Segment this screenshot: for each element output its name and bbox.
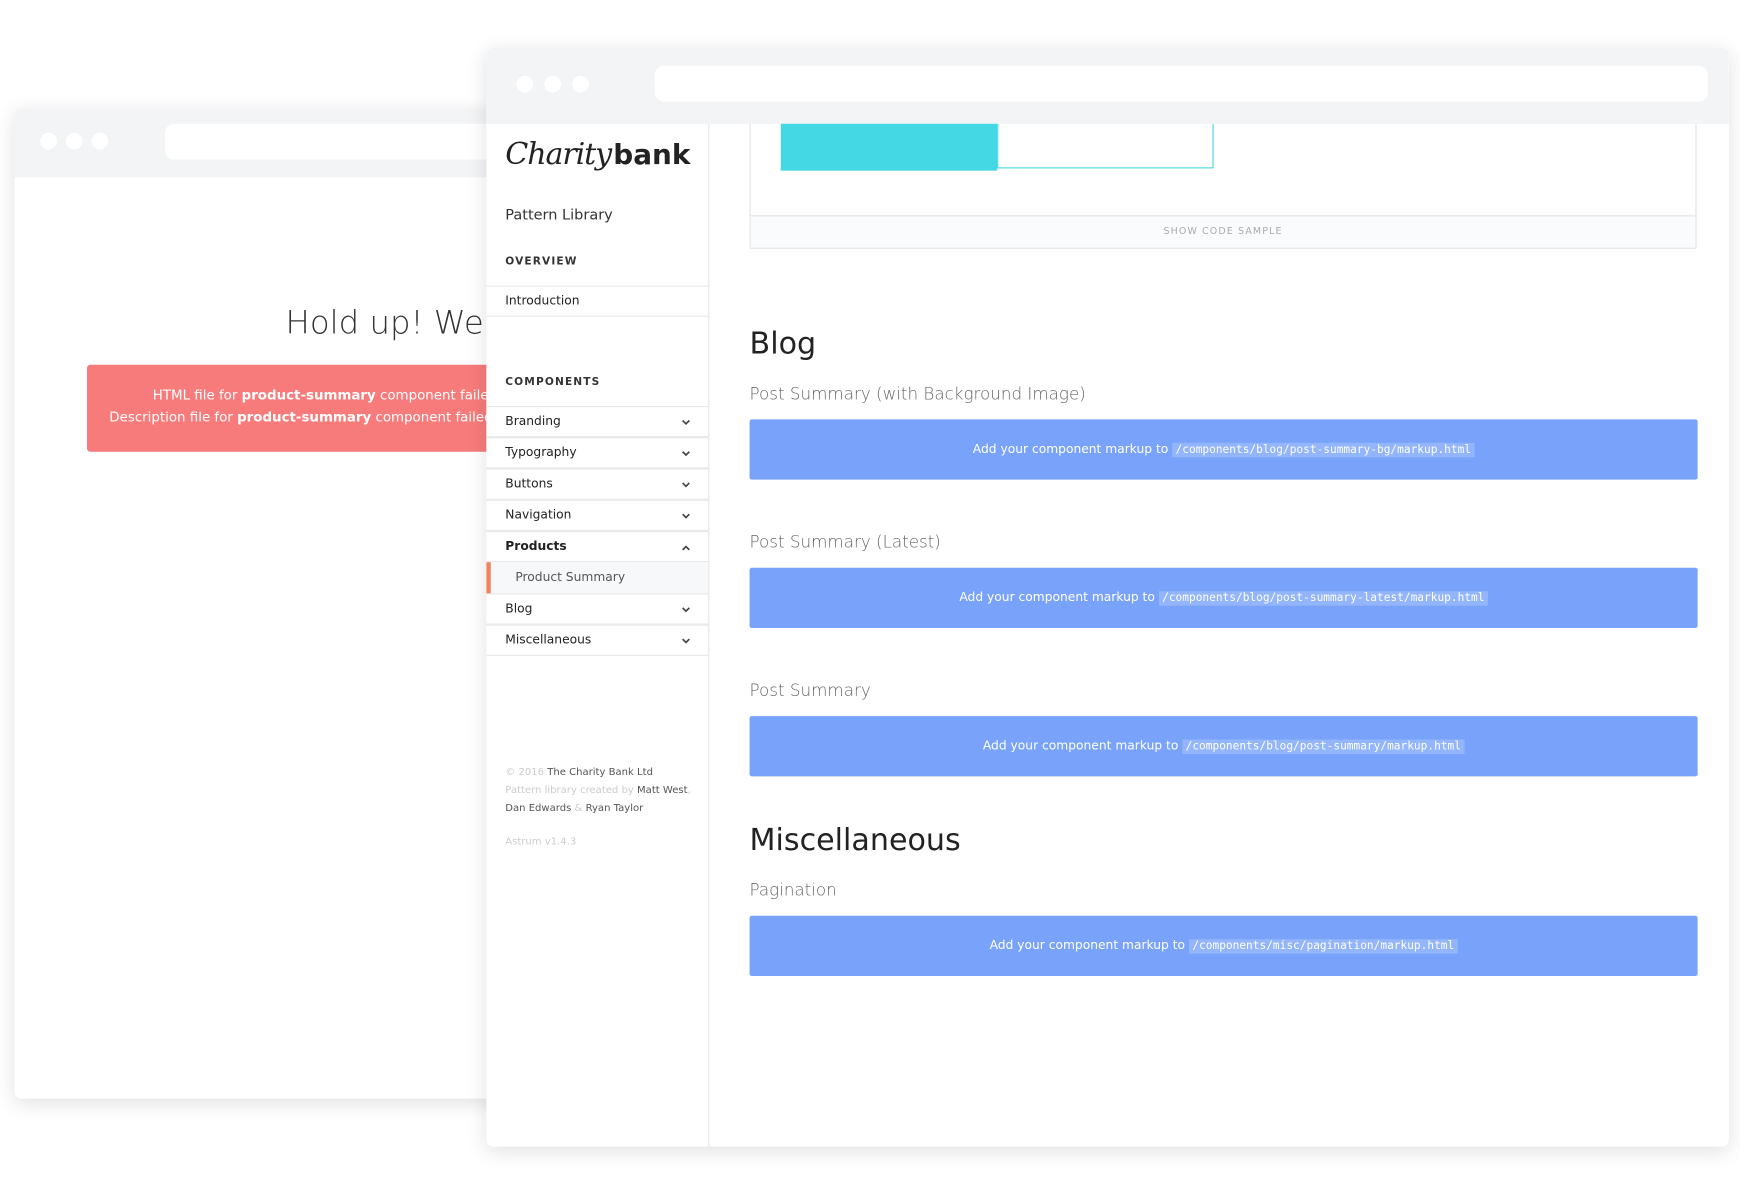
placeholder-prompt: Add your component markup to	[972, 441, 1169, 457]
nav-label: Typography	[505, 445, 577, 460]
placeholder-path: /components/blog/post-summary-latest/mar…	[1158, 591, 1488, 606]
placeholder-box: Add your component markup to /components…	[749, 716, 1698, 777]
error-line: HTML file for product-summary component …	[153, 387, 531, 403]
component-name: Post Summary (with Background Image)	[749, 383, 1086, 404]
logo-script: Charity	[505, 137, 612, 172]
version: Astrum v1.4.3	[505, 836, 577, 848]
window-dot	[91, 132, 109, 150]
error-prefix: HTML file for	[152, 387, 242, 403]
nav-label: Introduction	[505, 293, 580, 308]
group-heading: Blog	[749, 326, 817, 362]
title-bar	[486, 47, 1729, 124]
component-name: Post Summary	[749, 680, 871, 701]
chevron-line	[682, 451, 690, 457]
nav-label: Products	[505, 538, 567, 554]
example-card: FIND OUT MORESHOW CODE SAMPLE	[749, 112, 1697, 249]
nav-label: Blog	[505, 601, 533, 616]
footer-line: © 2016 The Charity Bank Ltd	[505, 767, 653, 778]
logo-bold: bank	[613, 138, 691, 171]
footer-line: Pattern library created by Matt West,	[505, 785, 691, 796]
chevron-line	[682, 638, 690, 644]
chevron	[682, 545, 690, 551]
main-content: FIND OUT MORESHOW CODE SAMPLE Blog Post Su…	[709, 112, 1728, 1147]
window-dot	[572, 75, 589, 93]
component-name: Pagination	[749, 880, 837, 901]
footer-line: Dan Edwards & Ryan Taylor	[505, 803, 643, 814]
nav-item[interactable]: Typography	[486, 437, 709, 469]
nav-item[interactable]: Branding	[486, 406, 709, 438]
placeholder-prompt: Add your component markup to	[989, 938, 1186, 953]
chevron-line	[682, 482, 690, 488]
chevron	[682, 513, 690, 519]
footer-text: Matt West	[637, 785, 688, 797]
placeholder-prompt: Add your component markup to	[959, 590, 1155, 605]
footer-text: Pattern library created by	[505, 785, 638, 797]
chevron-line	[682, 545, 690, 551]
chevron	[682, 419, 690, 426]
section-title: COMPONENTS	[505, 375, 601, 389]
chevron	[682, 638, 690, 644]
component-name: product-summary	[241, 387, 376, 403]
window-dot	[65, 132, 83, 150]
nav-label: Buttons	[505, 476, 553, 491]
nav-label: Branding	[505, 413, 561, 429]
placeholder-prompt: Add your component markup to	[982, 738, 1179, 753]
component-name: Post Summary (Latest)	[749, 532, 941, 553]
nav-item[interactable]: Miscellaneous	[486, 624, 709, 656]
nav-label: Navigation	[505, 507, 572, 523]
error-line: Description file for product-summary com…	[109, 409, 534, 425]
section-title: OVERVIEW	[505, 255, 578, 268]
chevron-line	[682, 513, 690, 519]
nav-item[interactable]: Blog	[486, 593, 709, 625]
placeholder-path: /components/blog/post-summary/markup.htm…	[1182, 739, 1465, 755]
placeholder-box: Add your component markup to /components…	[749, 567, 1698, 628]
footer-text: Dan Edwards	[505, 803, 572, 815]
chevron	[682, 482, 690, 488]
placeholder-box: Add your component markup to /components…	[749, 419, 1698, 480]
nav-item[interactable]: Buttons	[486, 468, 709, 500]
footer-text: ,	[687, 785, 691, 797]
window-dot	[544, 75, 562, 93]
nav-item[interactable]: Products	[486, 530, 709, 563]
sidebar: Charitybank Pattern Library OVERVIEW Introd…	[486, 123, 710, 1147]
nav-label: Miscellaneous	[505, 632, 592, 647]
chevron	[682, 451, 690, 457]
error-prefix: Description file for	[109, 409, 238, 425]
nav-subitem[interactable]: Product Summary	[486, 562, 709, 594]
footer-text: &	[571, 803, 586, 815]
placeholder-path: /components/misc/pagination/markup.html	[1188, 939, 1458, 954]
placeholder-path: /components/blog/post-summary-bg/markup.…	[1172, 442, 1475, 458]
window-dot	[40, 132, 57, 150]
show-code[interactable]: SHOW CODE SAMPLE	[750, 215, 1696, 248]
chevron	[682, 607, 690, 613]
logo: Charitybank	[505, 137, 690, 172]
footer-text: The Charity Bank Ltd	[547, 767, 653, 779]
nav-item[interactable]: Introduction	[486, 285, 709, 317]
nav-item[interactable]: Navigation	[486, 499, 709, 531]
group-heading: Miscellaneous	[749, 823, 961, 858]
error-heading: Hold up! We h	[285, 303, 515, 342]
subtitle: Pattern Library	[505, 207, 613, 225]
url-bar	[654, 65, 1708, 102]
footer-text: Ryan Taylor	[585, 803, 644, 815]
chevron-line	[682, 607, 690, 613]
chevron-line	[682, 419, 690, 426]
front-window: Charitybank Pattern Library OVERVIEW Introd…	[486, 47, 1729, 1147]
component-name: product-summary	[237, 409, 372, 425]
placeholder-box: Add your component markup to /components…	[749, 915, 1698, 976]
footer-text: © 2016	[505, 767, 548, 779]
nav-sublabel: Product Summary	[515, 569, 626, 585]
window-dot	[516, 75, 534, 93]
